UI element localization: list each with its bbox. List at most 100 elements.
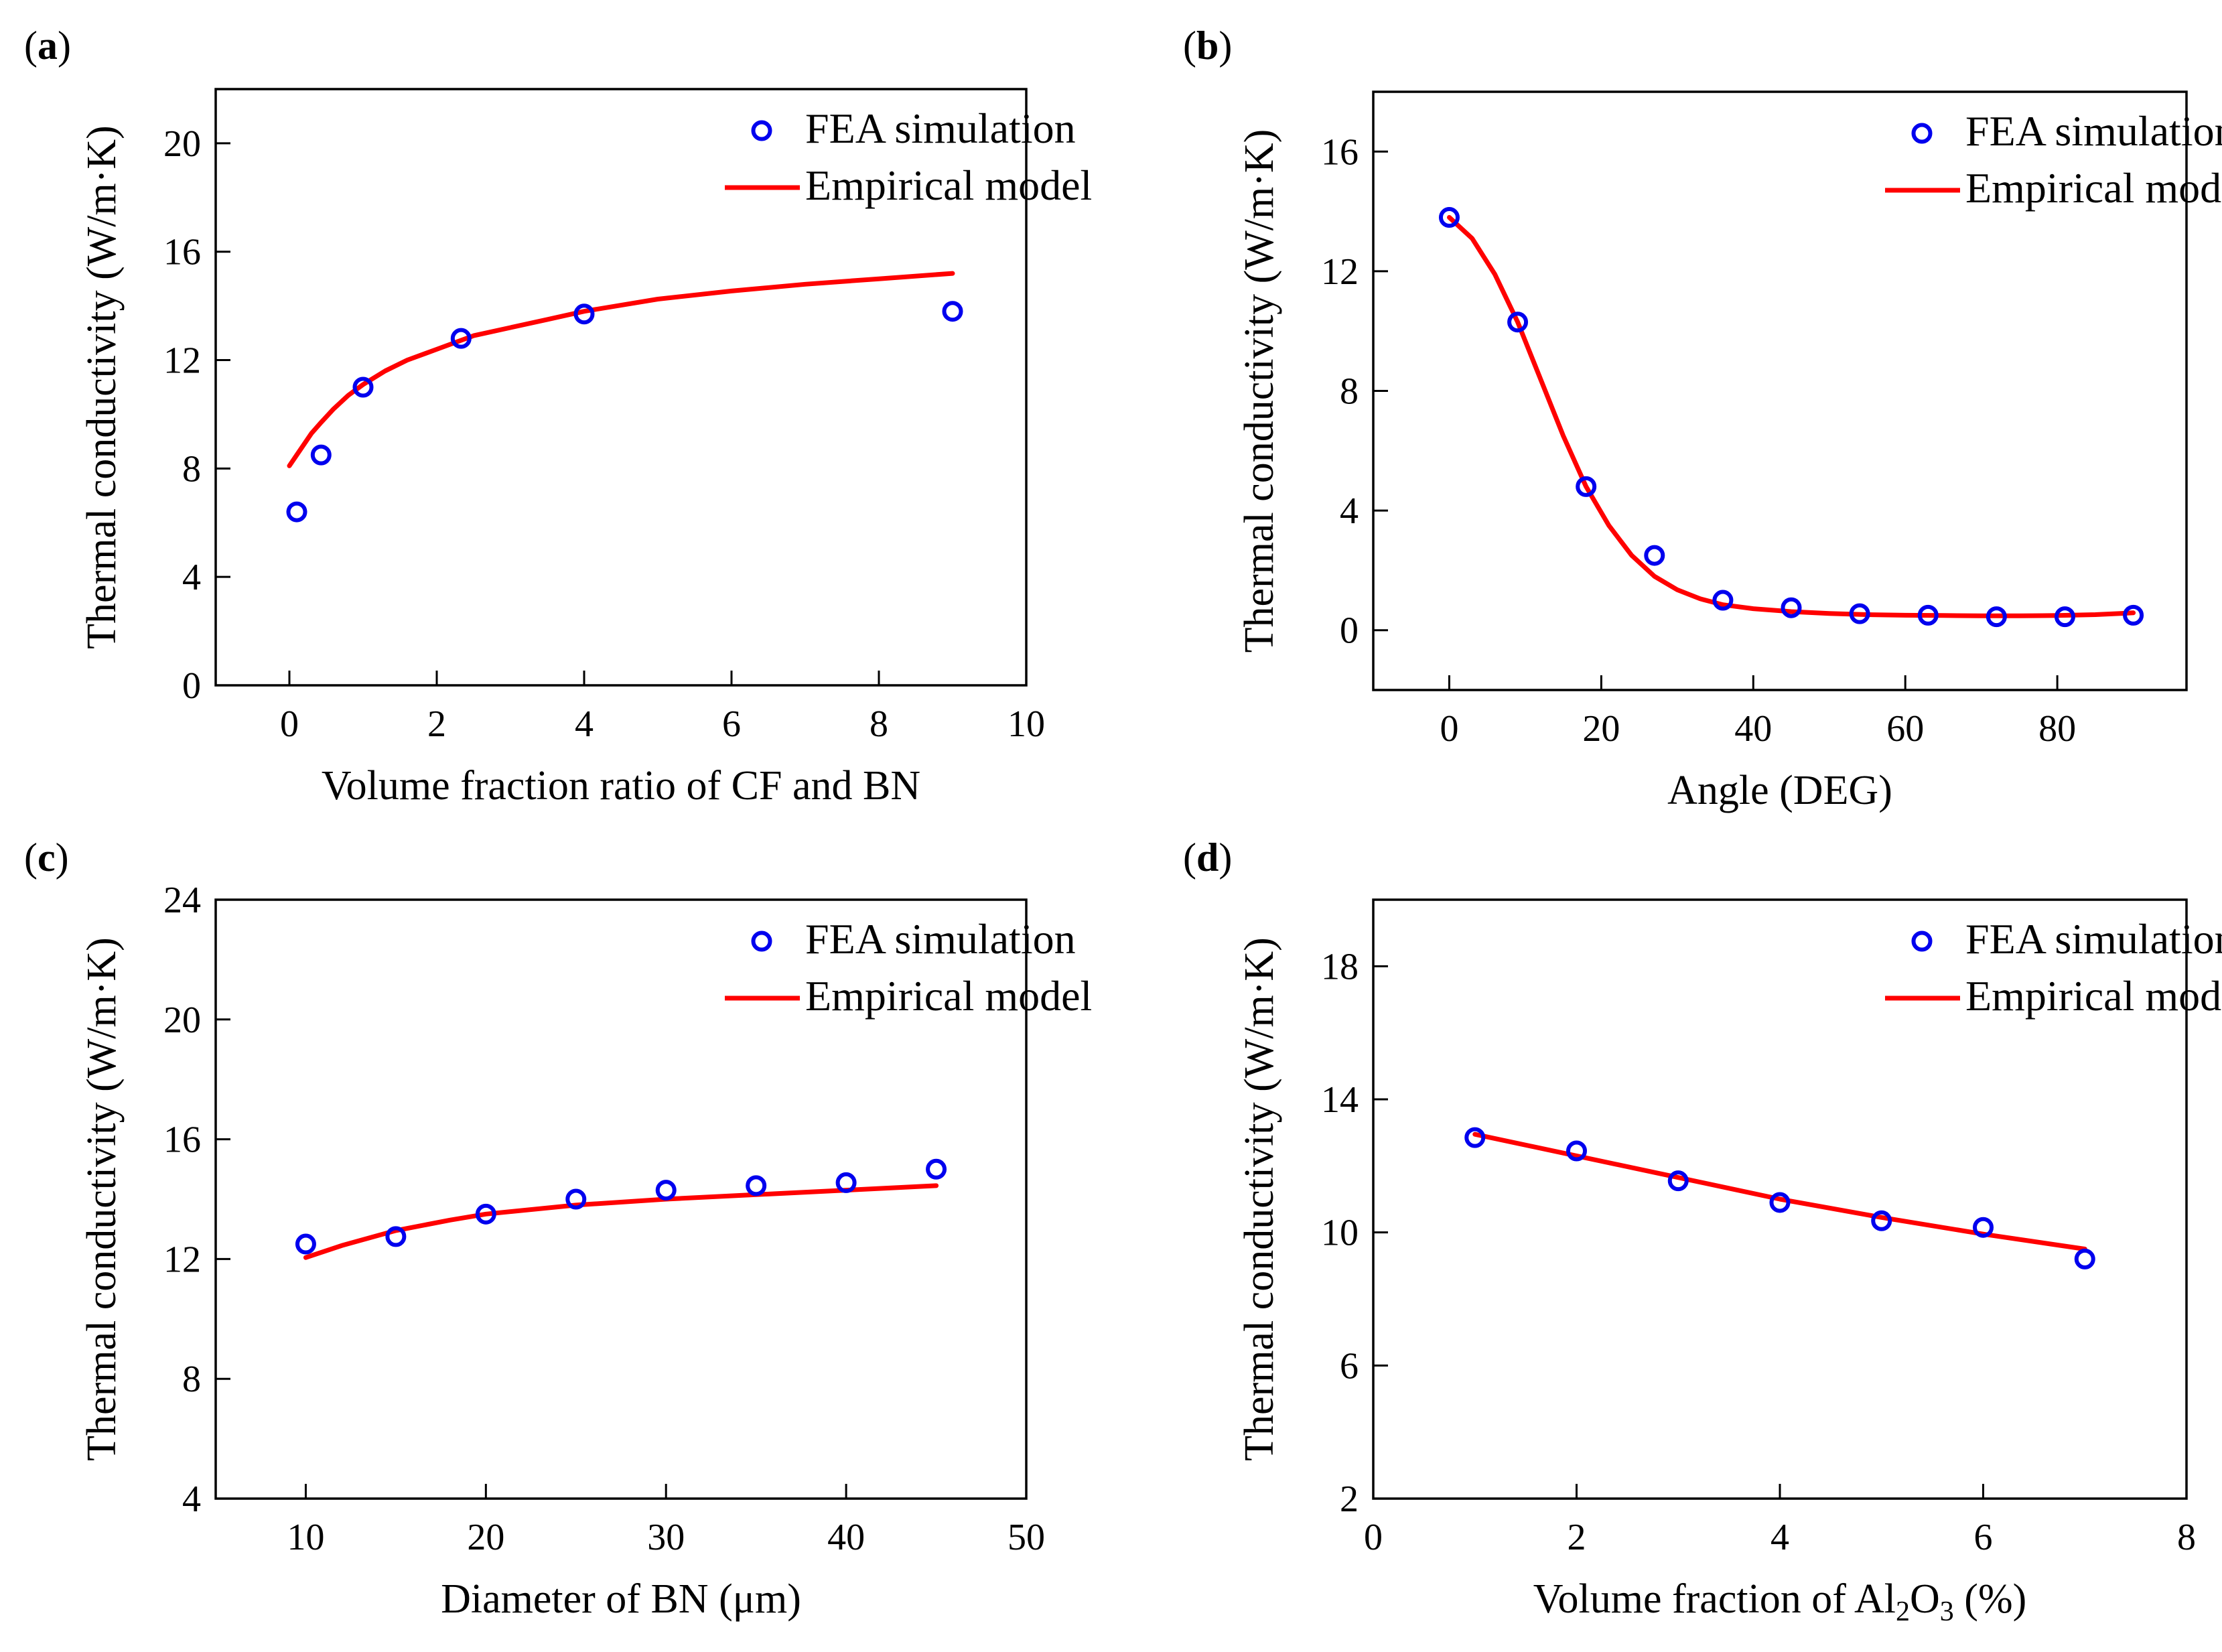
fea-simulation-point (746, 1175, 767, 1196)
panel-label-letter: b (1196, 23, 1219, 68)
panel-a: (a) 0 2 4 6 8 10 0 4 8 12 16 20 Volume fraction ratio… (24, 23, 1092, 809)
panel-c: (c) 10 20 30 40 50 4 8 12 16 20 24 Diameter of BN (μ… (24, 835, 1092, 1622)
x-axis-title: Volume fraction ratio of CF and BN (322, 763, 920, 809)
panel-label-close-paren: ) (1219, 835, 1232, 880)
x-tick-label: 8 (870, 703, 888, 745)
x-tick-label: 2 (427, 703, 446, 745)
x-tick-label: 6 (722, 703, 741, 745)
x-tick-label: 10 (1008, 703, 1045, 745)
fea-simulation-point (2054, 606, 2075, 628)
x-tick-label: 0 (1364, 1517, 1383, 1558)
fea-simulation-point (1576, 476, 1597, 497)
fea-simulation-point (1566, 1140, 1587, 1162)
x-tick-label: 10 (287, 1517, 324, 1558)
fea-simulation-point (926, 1158, 947, 1180)
fea-simulation-point (1769, 1192, 1791, 1213)
x-axis-title: Diameter of BN (μm) (441, 1576, 801, 1622)
y-tick-label: 12 (1321, 251, 1359, 293)
y-tick-label: 10 (1321, 1213, 1359, 1254)
fea-simulation-point (352, 376, 374, 398)
y-tick-label: 20 (163, 123, 201, 165)
y-tick-label: 4 (1340, 490, 1359, 532)
y-axis-title: Thermal conductivity (W/m·K) (79, 937, 125, 1461)
panel-label-close-paren: ) (56, 835, 69, 880)
fea-simulation-point (385, 1226, 407, 1247)
panel-label-open-paren: ( (24, 835, 38, 880)
legend-label-empirical: Empirical model (1965, 972, 2222, 1020)
fea-simulation-point (1667, 1170, 1689, 1192)
x-tick-label: 40 (1734, 708, 1772, 750)
panel-label-close-paren: ) (1219, 23, 1232, 68)
x-axis-title: Volume fraction of Al2O3 (%) (1533, 1576, 2027, 1627)
data-layer (1438, 207, 2144, 628)
legend-label-fea: FEA simulation (805, 105, 1076, 152)
y-axis-title: Thermal conductivity (W/m·K) (1237, 937, 1282, 1461)
legend-label-fea: FEA simulation (1965, 107, 2222, 155)
x-axis-title-subscript: 3 (1940, 1596, 1954, 1627)
fea-simulation-point (1438, 207, 1460, 228)
x-tick-label: 20 (1582, 708, 1620, 750)
legend-label-empirical: Empirical model (805, 972, 1092, 1020)
x-tick-label: 80 (2038, 708, 2076, 750)
panel-label: (b) (1183, 23, 1232, 68)
y-axis-title: Thermal conductivity (W/m·K) (1237, 129, 1282, 653)
y-tick-label: 18 (1321, 946, 1359, 987)
panel-label: (c) (24, 835, 69, 880)
y-tick-label: 16 (163, 232, 201, 273)
fea-simulation-point (942, 301, 963, 322)
y-tick-label: 6 (1340, 1345, 1359, 1387)
y-tick-label: 4 (182, 557, 201, 598)
x-tick-label: 4 (575, 703, 594, 745)
panel-label: (d) (1183, 835, 1232, 880)
fea-simulation-point (1464, 1127, 1486, 1148)
x-tick-label: 2 (1568, 1517, 1586, 1558)
x-tick-label: 0 (280, 703, 299, 745)
plot-frame (214, 88, 1028, 687)
fea-simulation-point (1871, 1210, 1892, 1231)
fea-simulation-point (1973, 1217, 1994, 1238)
y-axis-title: Thermal conductivity (W/m·K) (79, 125, 125, 649)
fea-simulation-point (655, 1180, 677, 1201)
panel-label-letter: c (38, 835, 56, 880)
y-tick-label: 12 (163, 340, 201, 382)
fea-simulation-point (1507, 312, 1529, 333)
panel-label-letter: a (38, 23, 58, 68)
x-tick-label: 50 (1008, 1517, 1045, 1558)
fea-simulation-point (310, 444, 332, 466)
legend-label-empirical: Empirical model (805, 161, 1092, 209)
fea-simulation-point (1644, 545, 1665, 566)
panel-label-letter: d (1196, 835, 1219, 880)
fea-simulation-point (475, 1203, 496, 1225)
panel-label-open-paren: ( (1183, 835, 1196, 880)
x-tick-label: 20 (467, 1517, 504, 1558)
x-tick-label: 40 (827, 1517, 865, 1558)
y-tick-label: 20 (163, 1000, 201, 1041)
panel-label-open-paren: ( (1183, 23, 1196, 68)
y-tick-label: 2 (1340, 1478, 1359, 1520)
y-tick-label: 0 (1340, 610, 1359, 652)
y-tick-label: 0 (182, 665, 201, 707)
fea-simulation-point (450, 328, 472, 349)
fea-simulation-point (2123, 604, 2144, 626)
legend-label-fea: FEA simulation (1965, 915, 2222, 963)
x-axis-title-part: O (1910, 1576, 1940, 1622)
x-tick-label: 30 (647, 1517, 685, 1558)
y-tick-label: 8 (182, 448, 201, 490)
legend-marker-fea (1911, 123, 1933, 144)
legend-marker-fea (1911, 931, 1933, 952)
fea-simulation-point (1712, 590, 1734, 611)
x-tick-label: 60 (1886, 708, 1924, 750)
y-tick-label: 8 (1340, 371, 1359, 413)
x-tick-label: 0 (1440, 708, 1458, 750)
x-axis-title-part: (%) (1954, 1576, 2026, 1622)
y-tick-label: 14 (1321, 1079, 1359, 1121)
legend-marker-fea (751, 931, 772, 952)
y-tick-label: 16 (163, 1119, 201, 1161)
legend-marker-fea (751, 120, 772, 141)
x-tick-label: 8 (2177, 1517, 2196, 1558)
fea-simulation-point (1781, 597, 1802, 618)
y-tick-label: 16 (1321, 131, 1359, 173)
y-tick-label: 12 (163, 1239, 201, 1280)
